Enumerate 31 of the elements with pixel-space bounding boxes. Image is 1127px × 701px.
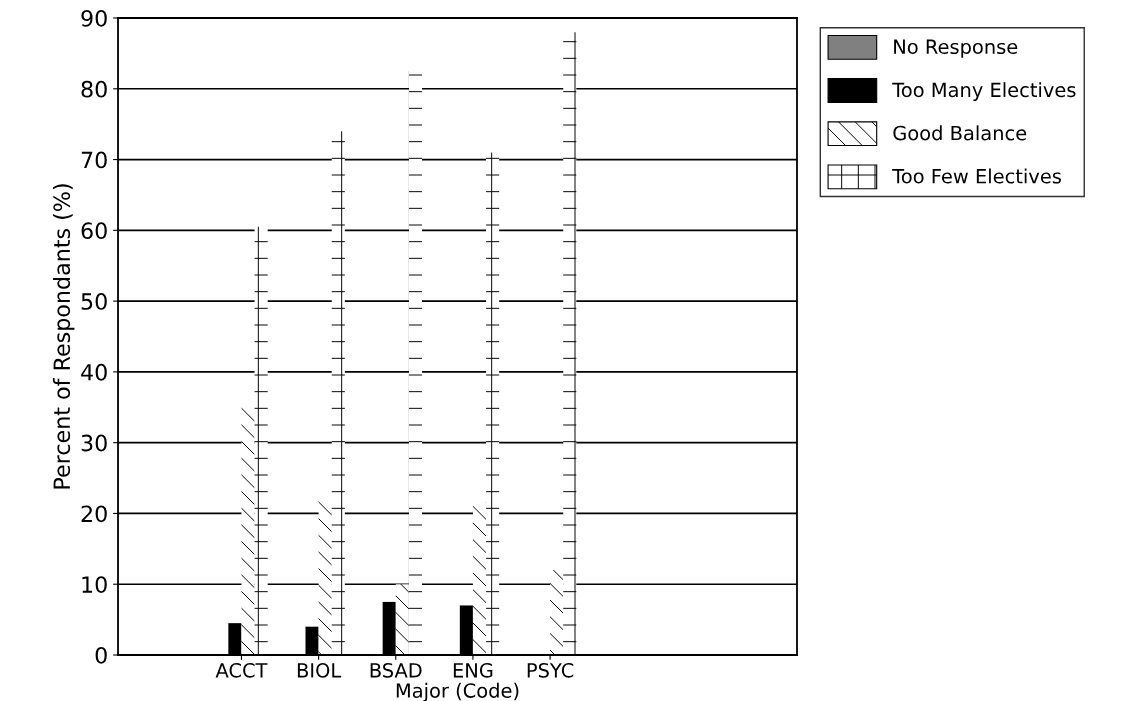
bar: [241, 407, 255, 655]
legend-label: Too Many Electives: [892, 82, 1076, 101]
bar: [486, 152, 500, 655]
bar: [395, 584, 409, 655]
y-tick-label: 40: [81, 363, 107, 381]
y-tick-label: 50: [81, 293, 107, 310]
y-tick-label: 10: [82, 576, 107, 593]
x-axis-title: Major (Code): [396, 682, 519, 701]
x-tick-label: ENG: [453, 662, 493, 678]
y-tick-label: 80: [81, 80, 107, 98]
y-tick-label: 0: [95, 646, 107, 664]
y-tick-label: 30: [81, 434, 107, 452]
bar: [318, 499, 332, 655]
x-tick-label: ACCT: [215, 662, 268, 678]
x-tick-label: BIOL: [297, 662, 342, 678]
x-tick-label: PSYC: [527, 662, 574, 678]
y-tick-label: 90: [81, 9, 107, 27]
y-axis-title: Percent of Respondants (%): [52, 184, 75, 489]
legend-label: Too Few Electives: [892, 168, 1061, 184]
bar: [254, 226, 268, 655]
y-tick-label: 70: [81, 151, 107, 169]
x-tick-label: BSAD: [370, 662, 422, 678]
legend-label: Good Balance: [893, 125, 1027, 141]
bar: [331, 131, 345, 655]
y-tick-label: 60: [81, 222, 107, 240]
bar: [408, 71, 423, 655]
bar: [550, 570, 564, 655]
y-tick-label: 20: [81, 505, 107, 523]
bar: [563, 32, 577, 655]
legend-label: No Response: [894, 39, 1018, 58]
bar: [472, 502, 487, 655]
